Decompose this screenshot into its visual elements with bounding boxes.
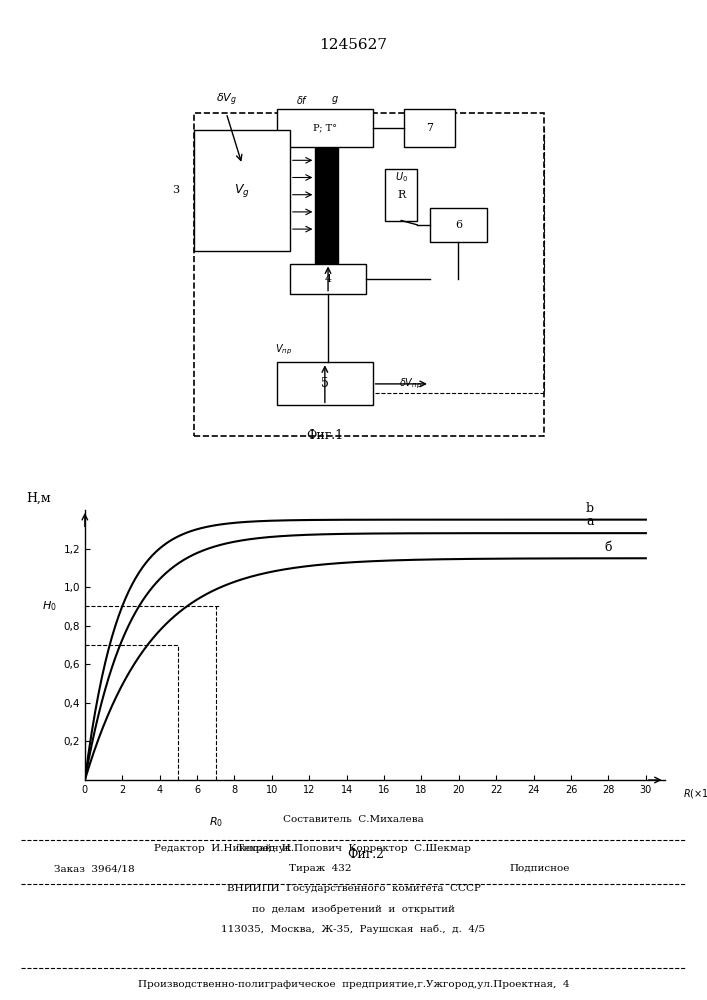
- Text: a: a: [586, 515, 593, 528]
- Bar: [277, 362, 373, 405]
- Text: $H_0$: $H_0$: [42, 600, 57, 613]
- Text: $\delta V_{пр}$: $\delta V_{пр}$: [399, 377, 422, 391]
- Bar: [277, 109, 373, 147]
- Bar: [315, 134, 338, 263]
- Text: 6: 6: [455, 220, 462, 230]
- Text: Производственно-полиграфическое  предприятие,г.Ужгород,ул.Проектная,  4: Производственно-полиграфическое предприя…: [138, 980, 569, 989]
- Text: 113035,  Москва,  Ж-35,  Раушская  наб.,  д.  4/5: 113035, Москва, Ж-35, Раушская наб., д. …: [221, 924, 486, 934]
- Text: 5: 5: [321, 377, 329, 390]
- Text: R: R: [397, 190, 405, 200]
- Text: $R_0$: $R_0$: [209, 815, 223, 829]
- Text: $U_0$: $U_0$: [395, 171, 408, 184]
- Text: $\delta f$: $\delta f$: [296, 94, 309, 106]
- Text: 3: 3: [172, 185, 179, 195]
- Text: Фиг.2: Фиг.2: [347, 848, 384, 860]
- Text: 7: 7: [426, 123, 433, 133]
- Text: ВНИИПИ  Государственного  комитета  СССР: ВНИИПИ Государственного комитета СССР: [226, 884, 481, 893]
- Text: $R(\times 10^8)$Ом: $R(\times 10^8)$Ом: [683, 786, 707, 801]
- Text: 4: 4: [325, 274, 332, 284]
- Bar: [194, 130, 290, 251]
- Y-axis label: H,м: H,м: [26, 492, 51, 505]
- Text: $V_g$: $V_g$: [234, 182, 250, 199]
- Bar: [404, 109, 455, 147]
- Bar: [290, 263, 366, 294]
- Text: b: b: [585, 502, 594, 515]
- Text: Тираж  432: Тираж 432: [289, 864, 351, 873]
- Text: Заказ  3964/18: Заказ 3964/18: [54, 864, 135, 873]
- Bar: [385, 169, 417, 221]
- Text: Подписное: Подписное: [510, 864, 570, 873]
- Text: $g$: $g$: [330, 94, 339, 106]
- Text: Редактор  И.Николайчук: Редактор И.Николайчук: [154, 844, 291, 853]
- Text: P; T°: P; T°: [313, 124, 337, 133]
- Text: Составитель  С.Михалева: Составитель С.Михалева: [283, 816, 424, 824]
- Text: 1245627: 1245627: [320, 38, 387, 52]
- Text: $\delta V_g$: $\delta V_g$: [216, 92, 237, 108]
- Text: $V_{пр}$: $V_{пр}$: [275, 342, 292, 357]
- Text: по  делам  изобретений  и  открытий: по делам изобретений и открытий: [252, 904, 455, 914]
- Text: б: б: [604, 541, 612, 554]
- Text: Техред  И.Попович  Корректор  С.Шекмар: Техред И.Попович Корректор С.Шекмар: [237, 844, 470, 853]
- Text: Фиг.1: Фиг.1: [306, 429, 344, 442]
- Bar: [430, 208, 487, 242]
